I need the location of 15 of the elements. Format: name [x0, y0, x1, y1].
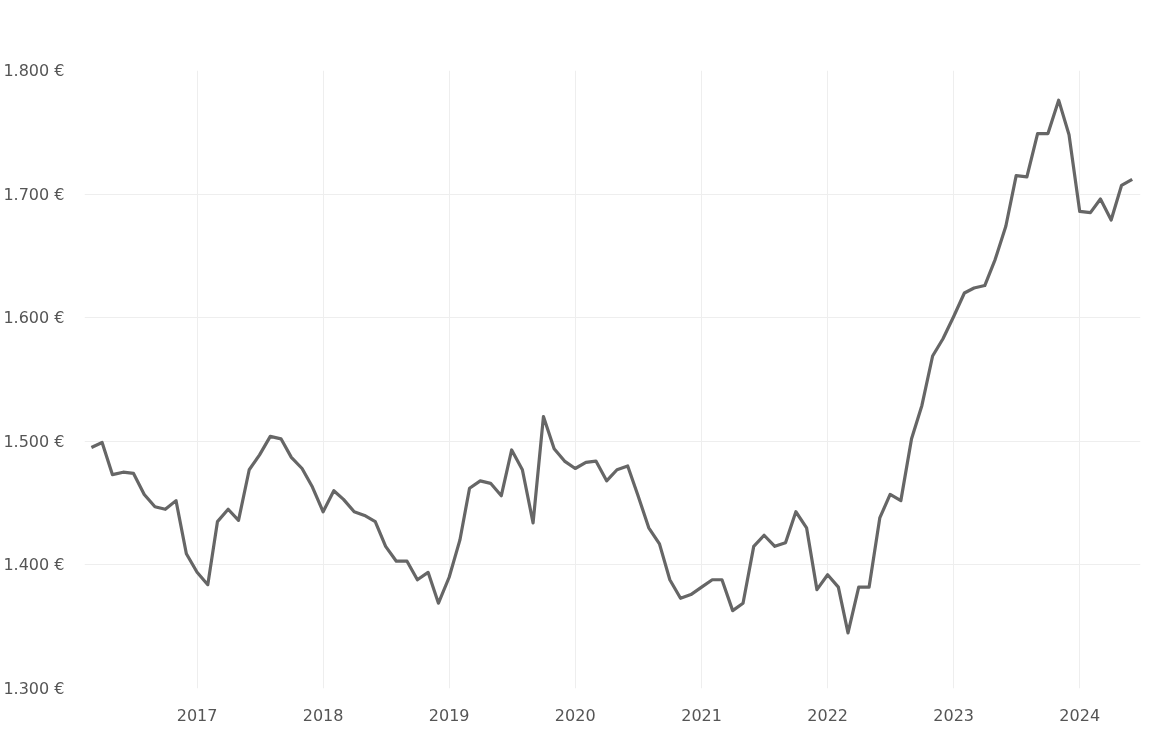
y-tick-label: 1.700 €	[3, 184, 65, 204]
x-tick-label: 2024	[1059, 705, 1101, 725]
y-tick-label: 1.800 €	[3, 61, 65, 80]
y-tick-label: 1.500 €	[3, 431, 65, 451]
x-tick-label: 2019	[428, 705, 470, 725]
line-series	[89, 98, 1134, 635]
x-tick-label: 2017	[176, 705, 218, 725]
x-tick-label: 2018	[302, 705, 344, 725]
x-tick-label: 2020	[554, 705, 596, 725]
x-tick-label: 2022	[807, 705, 848, 725]
y-tick-label: 1.400 €	[3, 555, 65, 575]
y-tick-label: 1.300 €	[3, 679, 65, 698]
x-tick-label: 2023	[933, 705, 975, 725]
x-tick-label: 2021	[681, 705, 722, 725]
y-tick-label: 1.600 €	[3, 308, 65, 328]
